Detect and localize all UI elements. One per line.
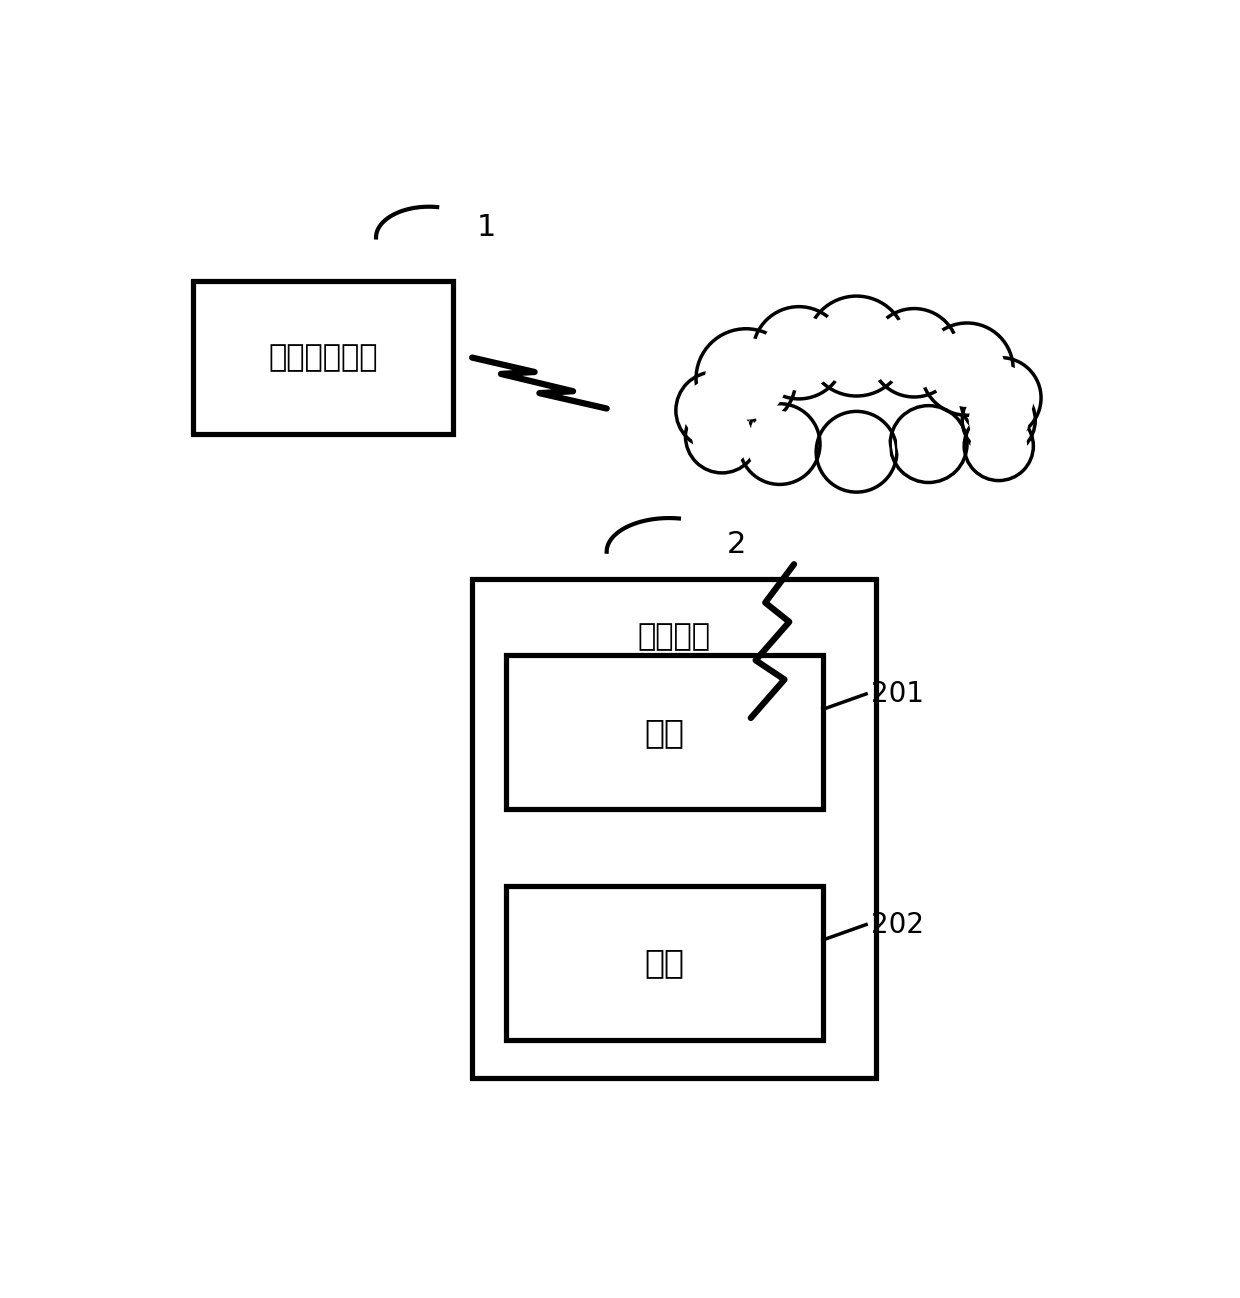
Circle shape [816, 305, 898, 387]
Circle shape [692, 406, 751, 466]
Circle shape [971, 418, 1027, 474]
Circle shape [878, 317, 950, 389]
Circle shape [967, 365, 1034, 431]
Circle shape [870, 309, 959, 397]
Text: 主轴: 主轴 [645, 946, 684, 980]
Circle shape [686, 400, 759, 472]
Circle shape [823, 419, 889, 485]
Text: 刀具控制装置: 刀具控制装置 [268, 343, 378, 373]
Bar [193, 280, 453, 435]
Circle shape [816, 411, 897, 492]
Circle shape [739, 404, 820, 484]
Text: 201: 201 [870, 680, 924, 707]
Circle shape [761, 315, 837, 391]
Circle shape [806, 296, 906, 396]
Text: 数控装置: 数控装置 [637, 622, 711, 650]
Circle shape [676, 373, 753, 449]
Circle shape [753, 306, 844, 398]
Circle shape [890, 406, 967, 483]
Text: 2: 2 [727, 531, 746, 559]
Text: 202: 202 [870, 911, 924, 938]
Circle shape [706, 337, 787, 419]
Circle shape [929, 331, 1004, 408]
Circle shape [968, 391, 1029, 450]
Circle shape [921, 323, 1013, 415]
Circle shape [696, 328, 796, 428]
Text: 刀具: 刀具 [645, 716, 684, 749]
Bar [506, 655, 823, 809]
Circle shape [960, 357, 1042, 439]
Text: 1: 1 [477, 213, 496, 243]
Bar [472, 579, 875, 1079]
Circle shape [962, 383, 1035, 457]
Circle shape [965, 411, 1033, 480]
Circle shape [746, 411, 812, 478]
Circle shape [897, 413, 960, 475]
Circle shape [683, 379, 745, 441]
Bar [506, 887, 823, 1040]
